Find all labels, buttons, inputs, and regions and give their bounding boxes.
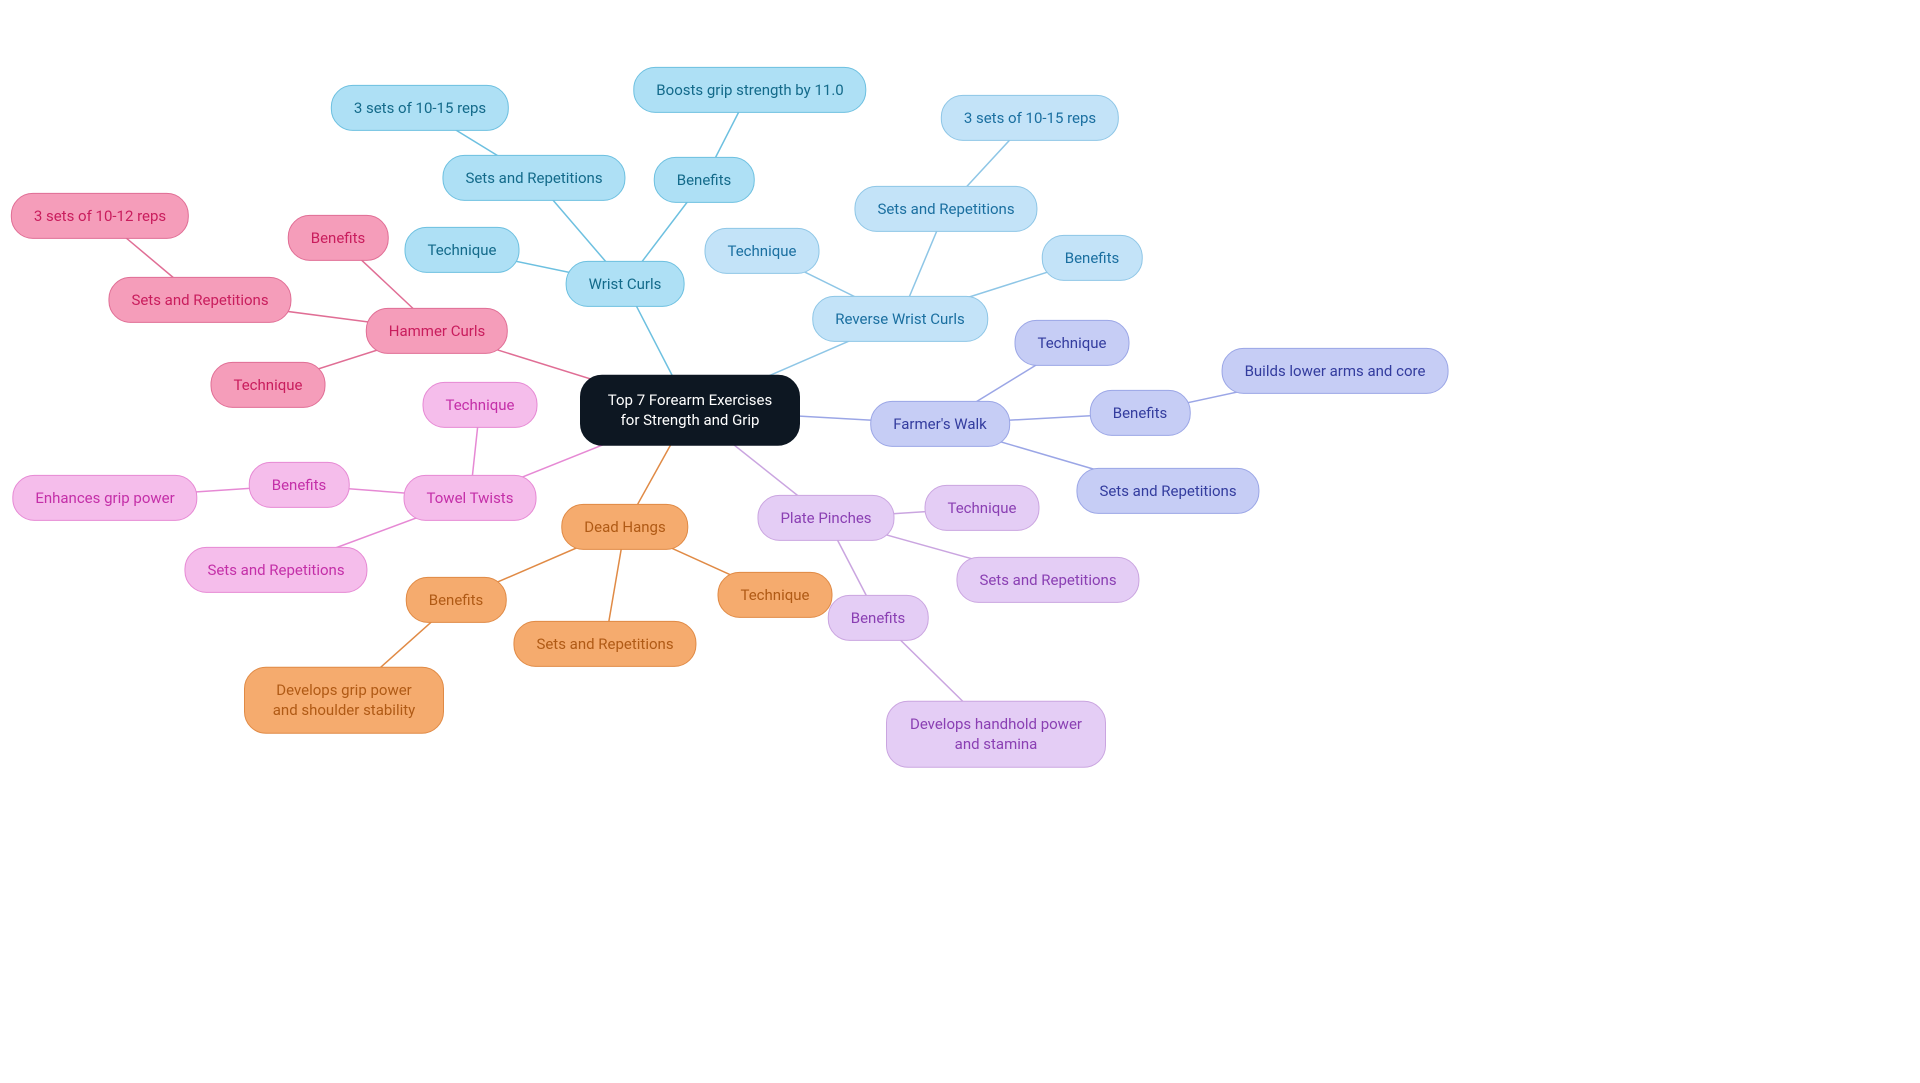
node-label: Sets and Repetitions: [131, 290, 268, 310]
mindmap-node-farmer-ben: Benefits: [1090, 390, 1191, 436]
node-label: Sets and Repetitions: [465, 168, 602, 188]
mindmap-node-dead-ben: Benefits: [406, 577, 507, 623]
mindmap-node-root: Top 7 Forearm Exercises for Strength and…: [580, 375, 800, 446]
node-label: Plate Pinches: [780, 508, 871, 528]
mindmap-node-hammer-ben: Benefits: [288, 215, 389, 261]
mindmap-node-rev-sets: Sets and Repetitions: [854, 186, 1037, 232]
mindmap-node-wrist-ben-detail: Boosts grip strength by 11.0: [633, 67, 866, 113]
mindmap-node-plate-ben-detail: Develops handhold power and stamina: [886, 701, 1106, 768]
node-label: Sets and Repetitions: [536, 634, 673, 654]
node-label: Sets and Repetitions: [207, 560, 344, 580]
node-label: Benefits: [311, 228, 366, 248]
node-label: Sets and Repetitions: [979, 570, 1116, 590]
node-label: Benefits: [1065, 248, 1120, 268]
mindmap-node-dead-tech: Technique: [718, 572, 833, 618]
mindmap-node-wrist-sets: Sets and Repetitions: [442, 155, 625, 201]
node-label: Sets and Repetitions: [1099, 481, 1236, 501]
node-label: 3 sets of 10-15 reps: [354, 98, 486, 118]
node-label: Top 7 Forearm Exercises for Strength and…: [601, 390, 779, 431]
mindmap-node-plate: Plate Pinches: [757, 495, 894, 541]
mindmap-node-wrist-sets-detail: 3 sets of 10-15 reps: [331, 85, 509, 131]
mindmap-node-hammer-sets: Sets and Repetitions: [108, 277, 291, 323]
node-label: Develops handhold power and stamina: [909, 714, 1083, 755]
mindmap-node-plate-sets: Sets and Repetitions: [956, 557, 1139, 603]
node-label: Farmer's Walk: [893, 414, 987, 434]
node-label: Technique: [948, 498, 1017, 518]
node-label: Benefits: [1113, 403, 1168, 423]
mindmap-node-farmer: Farmer's Walk: [870, 401, 1010, 447]
mindmap-node-towel-ben: Benefits: [249, 462, 350, 508]
mindmap-node-hammer-sets-detail: 3 sets of 10-12 reps: [11, 193, 189, 239]
mindmap-node-farmer-tech: Technique: [1015, 320, 1130, 366]
mindmap-node-rev-tech: Technique: [705, 228, 820, 274]
mindmap-node-towel-sets: Sets and Repetitions: [184, 547, 367, 593]
mindmap-node-towel: Towel Twists: [404, 475, 537, 521]
mindmap-node-wrist: Wrist Curls: [566, 261, 685, 307]
mindmap-node-plate-ben: Benefits: [828, 595, 929, 641]
node-label: Enhances grip power: [35, 488, 174, 508]
node-label: Technique: [234, 375, 303, 395]
node-label: Builds lower arms and core: [1245, 361, 1426, 381]
node-label: Reverse Wrist Curls: [835, 309, 965, 329]
node-label: Benefits: [429, 590, 484, 610]
node-label: Develops grip power and shoulder stabili…: [267, 680, 421, 721]
node-label: Sets and Repetitions: [877, 199, 1014, 219]
mindmap-node-wrist-ben: Benefits: [654, 157, 755, 203]
node-label: Technique: [741, 585, 810, 605]
node-label: Benefits: [272, 475, 327, 495]
mindmap-node-rev-ben: Benefits: [1042, 235, 1143, 281]
node-label: 3 sets of 10-12 reps: [34, 206, 166, 226]
mindmap-node-wrist-tech: Technique: [405, 227, 520, 273]
mindmap-node-plate-tech: Technique: [925, 485, 1040, 531]
mindmap-node-hammer-tech: Technique: [211, 362, 326, 408]
node-label: Benefits: [851, 608, 906, 628]
mindmap-node-dead-ben-detail: Develops grip power and shoulder stabili…: [244, 667, 444, 734]
node-label: Hammer Curls: [389, 321, 485, 341]
mindmap-node-hammer: Hammer Curls: [366, 308, 508, 354]
mindmap-node-farmer-sets: Sets and Repetitions: [1076, 468, 1259, 514]
mindmap-edges: [0, 0, 1920, 1083]
mindmap-node-rev: Reverse Wrist Curls: [812, 296, 988, 342]
mindmap-node-towel-ben-detail: Enhances grip power: [12, 475, 197, 521]
node-label: Technique: [446, 395, 515, 415]
node-label: Technique: [728, 241, 797, 261]
node-label: Technique: [428, 240, 497, 260]
node-label: 3 sets of 10-15 reps: [964, 108, 1096, 128]
mindmap-node-rev-sets-detail: 3 sets of 10-15 reps: [941, 95, 1119, 141]
mindmap-node-dead: Dead Hangs: [561, 504, 688, 550]
mindmap-node-towel-tech: Technique: [423, 382, 538, 428]
node-label: Boosts grip strength by 11.0: [656, 80, 843, 100]
node-label: Technique: [1038, 333, 1107, 353]
node-label: Benefits: [677, 170, 732, 190]
mindmap-node-farmer-ben-detail: Builds lower arms and core: [1222, 348, 1449, 394]
node-label: Dead Hangs: [584, 517, 665, 537]
node-label: Towel Twists: [427, 488, 514, 508]
mindmap-node-dead-sets: Sets and Repetitions: [513, 621, 696, 667]
node-label: Wrist Curls: [589, 274, 662, 294]
